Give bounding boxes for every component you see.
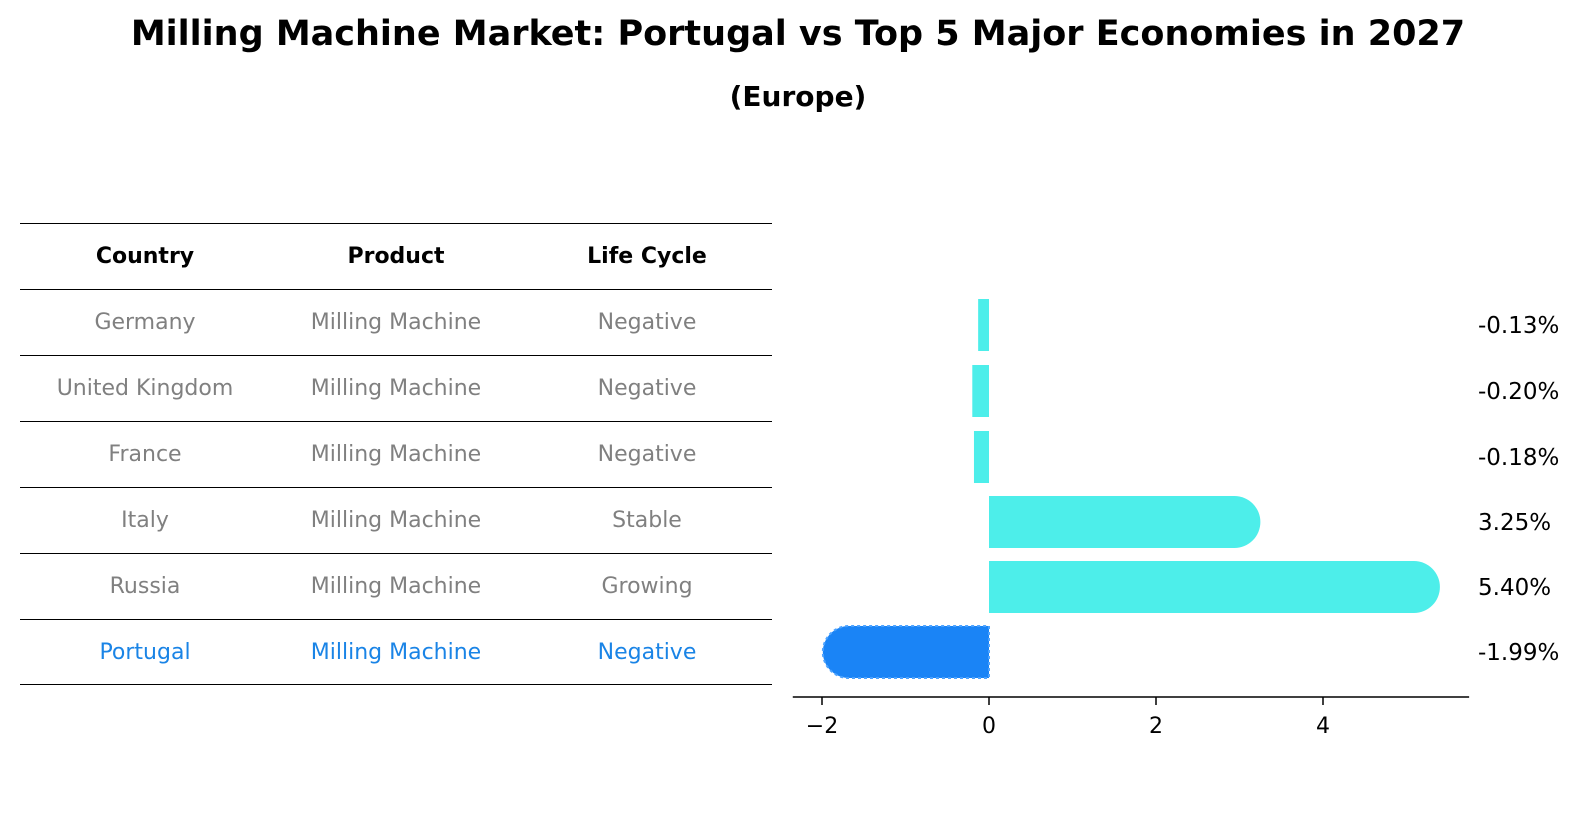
x-tick-label: −2	[806, 714, 838, 739]
product-cell: Milling Machine	[310, 574, 482, 599]
table-row: Germany Milling Machine Negative	[20, 289, 772, 355]
x-tick-label: 0	[982, 714, 996, 739]
bar-italy	[989, 496, 1261, 548]
product-cell: Milling Machine	[310, 639, 482, 665]
life-cycle-cell: Negative	[597, 639, 697, 665]
value-label: -0.20%	[1478, 379, 1559, 405]
table-row: United Kingdom Milling Machine Negative	[20, 355, 772, 421]
chart-title: Milling Machine Market: Portugal vs Top …	[130, 14, 1466, 54]
product-cell: Milling Machine	[310, 508, 482, 533]
country-cell: Russia	[109, 574, 181, 599]
country-cell: United Kingdom	[56, 376, 234, 401]
table-header-row: Country Product Life Cycle	[20, 223, 772, 289]
country-cell: Portugal	[99, 639, 191, 665]
table-row: France Milling Machine Negative	[20, 421, 772, 487]
value-label: -1.99%	[1478, 640, 1559, 666]
column-header-life-cycle: Life Cycle	[587, 244, 707, 269]
value-label: -0.18%	[1478, 445, 1559, 471]
life-cycle-cell: Growing	[601, 574, 693, 599]
table-row-highlighted: Portugal Milling Machine Negative	[20, 619, 772, 685]
value-label: -0.13%	[1478, 313, 1559, 339]
table-row: Russia Milling Machine Growing	[20, 553, 772, 619]
x-tick-label: 2	[1149, 714, 1163, 739]
column-header-country: Country	[95, 244, 195, 269]
bar-germany	[978, 299, 989, 351]
country-cell: France	[108, 442, 182, 467]
table-row: Italy Milling Machine Stable	[20, 487, 772, 553]
bar-portugal	[821, 625, 990, 679]
life-cycle-cell: Negative	[597, 442, 697, 467]
bar-united-kingdom	[972, 365, 989, 417]
product-cell: Milling Machine	[310, 310, 482, 335]
value-label: 3.25%	[1478, 510, 1551, 536]
column-header-product: Product	[347, 244, 445, 269]
life-cycle-cell: Stable	[612, 508, 682, 533]
life-cycle-cell: Negative	[597, 310, 697, 335]
bar-france	[973, 431, 989, 483]
x-tick-label: 4	[1316, 714, 1330, 739]
value-label: 5.40%	[1478, 575, 1551, 601]
life-cycle-cell: Negative	[597, 376, 697, 401]
country-cell: Germany	[94, 310, 196, 335]
chart-subtitle: (Europe)	[729, 80, 867, 113]
country-table: Country Product Life Cycle Germany Milli…	[20, 223, 772, 685]
product-cell: Milling Machine	[310, 376, 482, 401]
product-cell: Milling Machine	[310, 442, 482, 467]
bar-russia	[989, 561, 1440, 613]
country-cell: Italy	[121, 508, 169, 533]
